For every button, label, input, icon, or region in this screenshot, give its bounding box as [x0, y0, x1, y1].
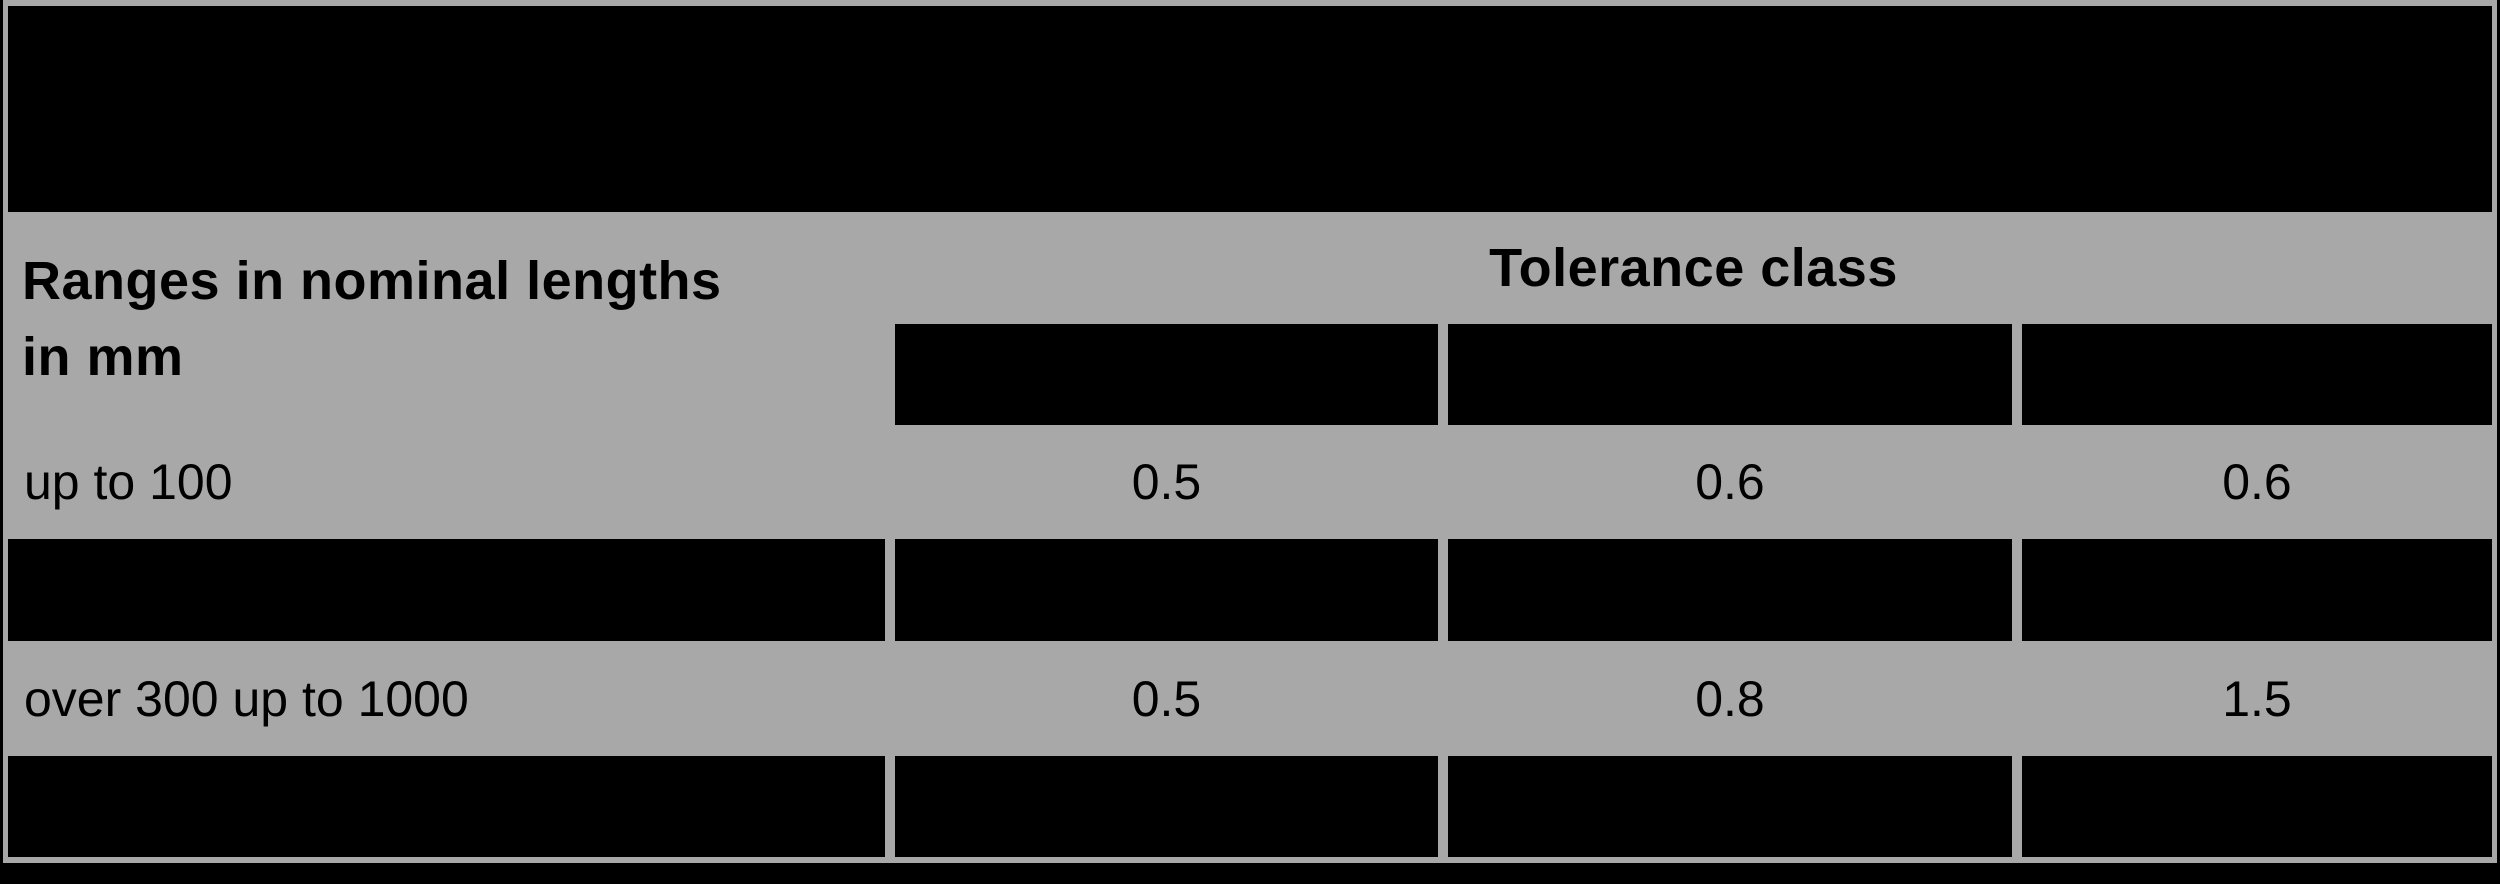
redacted-column-header-1 [895, 324, 1438, 425]
redacted-cell [895, 539, 1438, 641]
redacted-bottom-bar [0, 863, 2500, 884]
redacted-cell [8, 756, 885, 857]
row-header-title: Ranges in nominal lengths in mm [8, 212, 885, 425]
right-edge-line [2497, 0, 2500, 884]
tolerance-value: 0.6 [2222, 454, 2292, 510]
redacted-cell [8, 539, 885, 641]
tolerance-value: 0.5 [1131, 454, 1202, 510]
redacted-cell [895, 756, 1438, 857]
redacted-cell [1448, 756, 2012, 857]
row-header-title-line1: Ranges in nominal lengths [22, 250, 722, 311]
range-label: over 300 up to 1000 [24, 670, 469, 727]
column-group-header: Tolerance class [1489, 238, 1898, 298]
redacted-cell [2022, 539, 2492, 641]
left-edge-line [0, 0, 3, 884]
tolerance-value: 0.8 [1695, 670, 1765, 727]
redacted-top-banner [8, 6, 2492, 212]
redacted-cell [1448, 539, 2012, 641]
tolerance-value: 0.6 [1695, 454, 1765, 510]
range-label: up to 100 [24, 454, 233, 510]
tolerance-value: 0.5 [1131, 670, 1202, 727]
redacted-column-header-3 [2022, 324, 2492, 425]
redacted-column-header-2 [1448, 324, 2012, 425]
row-header-title-line2: in mm [22, 326, 184, 387]
redacted-cell [2022, 756, 2492, 857]
tolerance-value: 1.5 [2222, 670, 2292, 727]
